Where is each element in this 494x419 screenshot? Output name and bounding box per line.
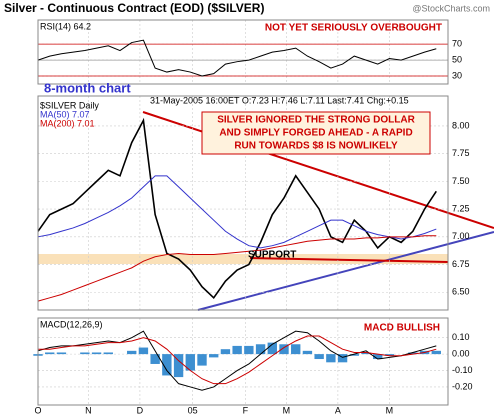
annotation-box	[201, 111, 431, 155]
annotation: SILVER IGNORED THE STRONG DOLLAR	[217, 115, 415, 126]
histogram-bar	[244, 345, 254, 355]
histogram-bar	[291, 344, 301, 355]
legend-entry: MA(200) 7.01	[40, 118, 95, 128]
support-line	[249, 257, 449, 263]
histogram-bar	[162, 354, 172, 376]
series-line	[37, 175, 437, 249]
histogram-bar	[173, 354, 184, 378]
y-tick-label: 6.50	[452, 287, 470, 297]
panel-frame	[37, 19, 449, 85]
y-tick-label: 7.50	[452, 176, 470, 186]
y-tick-label: 8.00	[452, 120, 470, 130]
histogram-bar	[408, 352, 418, 355]
y-tick-label: 30	[452, 70, 462, 80]
histogram-bar	[326, 354, 336, 363]
y-tick-label: 7.25	[452, 203, 470, 213]
panel-frame	[37, 317, 449, 406]
histogram-bar	[80, 352, 90, 355]
histogram-bar	[150, 354, 160, 364]
histogram-bar	[209, 354, 219, 358]
series-line	[38, 335, 437, 385]
support-trend-line	[197, 231, 494, 311]
legend-entry: MA(50) 7.07	[40, 109, 90, 119]
series-line	[37, 39, 437, 77]
x-tick-label: M	[386, 405, 394, 415]
histogram-bar	[302, 350, 313, 355]
x-tick-label: A	[335, 405, 341, 415]
histogram-bar	[91, 352, 102, 355]
y-tick-label: 7.75	[452, 148, 470, 158]
y-tick-label: -0.20	[452, 381, 473, 391]
x-tick-label: O	[34, 405, 41, 415]
histogram-bar	[337, 354, 348, 363]
histogram-bar	[314, 354, 324, 360]
legend-entry: $SILVER Daily	[40, 100, 99, 110]
histogram-bar	[56, 352, 67, 355]
panel-label: RSI(14) 64.2	[40, 21, 91, 31]
chart-title: Silver - Continuous Contract (EOD) ($SIL…	[4, 1, 264, 15]
y-tick-label: -0.10	[452, 365, 473, 375]
series-line	[37, 117, 437, 300]
y-tick-label: 0.00	[452, 348, 470, 358]
annotation: AND SIMPLY FORGED AHEAD - A RAPID	[219, 128, 412, 139]
histogram-bar	[220, 349, 231, 355]
y-tick-label: 7.00	[452, 231, 470, 241]
annotation: NOT YET SERIOUSLY OVERBOUGHT	[265, 23, 442, 34]
histogram-bar	[185, 354, 195, 371]
annotation: RUN TOWARDS $8 IS NOWLIKELY	[234, 141, 398, 152]
y-tick-label: 0.10	[452, 332, 470, 342]
histogram-bar	[267, 342, 277, 355]
histogram-bar	[384, 354, 395, 356]
histogram-bar	[197, 354, 207, 366]
annotation: SUPPORT	[248, 250, 296, 261]
series-line	[37, 330, 437, 391]
subtitle: 8-month chart	[44, 80, 131, 95]
histogram-bar	[361, 352, 371, 355]
x-tick-label: D	[137, 405, 144, 415]
y-tick-label: 50	[452, 54, 462, 64]
histogram-bar	[349, 354, 359, 356]
histogram-bar	[232, 345, 242, 355]
panel-label: MACD(12,26,9)	[40, 319, 103, 329]
histogram-bar	[127, 350, 137, 355]
x-tick-label: M	[283, 405, 291, 415]
histogram-bar	[373, 354, 383, 360]
histogram-bar	[279, 344, 289, 355]
histogram-bar	[103, 352, 113, 355]
support-band	[38, 254, 448, 264]
annotation: MACD BULLISH	[364, 323, 440, 334]
credit: @StockCharts.com	[412, 3, 490, 13]
x-tick-label: F	[243, 405, 249, 415]
x-tick-label: 05	[188, 405, 198, 415]
rsi-panel	[38, 20, 448, 84]
series-line	[37, 235, 437, 302]
histogram-bar	[45, 352, 55, 355]
x-tick-label: N	[85, 405, 92, 415]
histogram-bar	[138, 347, 149, 355]
y-tick-label: 70	[452, 39, 462, 49]
histogram-bar	[431, 350, 441, 355]
price-info: 31-May-2005 16:00ET O:7.23 H:7.46 L:7.11…	[150, 95, 409, 105]
y-tick-label: 6.75	[452, 259, 470, 269]
panel-frame	[37, 95, 449, 311]
histogram-bar	[255, 344, 266, 355]
